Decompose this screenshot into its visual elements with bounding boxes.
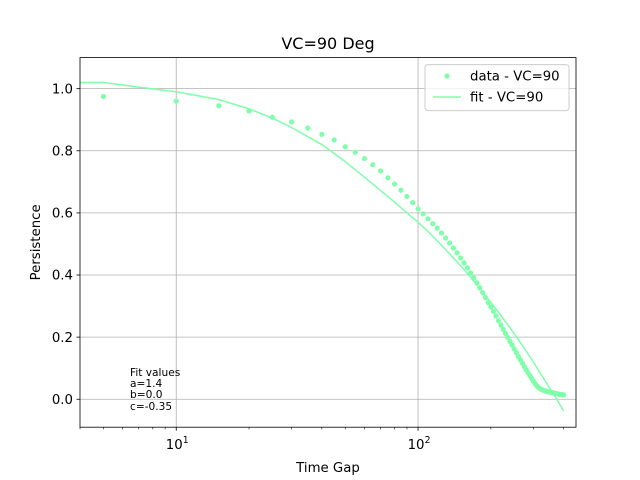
data-point-43 (498, 322, 504, 328)
data-point-9 (342, 144, 348, 150)
data-point-28 (454, 250, 460, 256)
plot-area-background (80, 57, 576, 428)
y-tick-label-2: 0.4 (52, 269, 73, 284)
data-point-17 (404, 193, 410, 200)
legend: data - VC=90 fit - VC=90 (424, 64, 570, 112)
y-axis-title: Persistence (29, 204, 44, 280)
data-point-45 (502, 330, 509, 337)
data-point-3 (246, 108, 252, 114)
fit-line (80, 81, 565, 412)
data-point-41 (493, 313, 499, 319)
data-point-33 (471, 275, 477, 281)
data-point-6 (305, 125, 311, 131)
data-point-39 (488, 304, 494, 310)
data-point-14 (385, 175, 391, 181)
annotation-line-2: a=1.4 (130, 378, 162, 390)
data-point-26 (446, 240, 453, 246)
data-point-23 (434, 225, 440, 231)
data-point-19 (415, 206, 421, 212)
data-point-22 (430, 221, 436, 227)
legend-box (424, 64, 570, 112)
data-point-79 (561, 392, 567, 398)
fit-series-layer (80, 81, 565, 412)
y-axis-ticks: 0.0 0.2 0.4 0.6 0.8 1.0 (52, 82, 80, 408)
data-point-2 (216, 103, 222, 109)
data-point-35 (477, 285, 483, 291)
data-point-18 (410, 200, 416, 206)
data-point-13 (377, 168, 384, 174)
data-point-44 (500, 326, 506, 332)
data-point-40 (490, 308, 497, 314)
x-axis-title: Time Gap (295, 461, 360, 476)
data-point-5 (289, 119, 295, 125)
data-point-25 (442, 235, 449, 241)
data-point-32 (468, 270, 474, 276)
x-axis-ticks: 10 1 10 2 (79, 427, 564, 453)
x-tick-label-0: 10 (166, 438, 183, 453)
legend-label-data: data - VC=90 (470, 70, 560, 85)
data-point-27 (450, 245, 456, 251)
y-tick-label-1: 0.2 (52, 331, 73, 346)
data-point-24 (438, 230, 445, 236)
data-point-38 (485, 300, 491, 306)
y-tick-label-4: 0.8 (52, 144, 73, 159)
y-tick-label-3: 0.6 (52, 207, 73, 222)
data-point-36 (480, 290, 486, 296)
plot-area-frame (79, 57, 577, 428)
data-point-1 (173, 98, 179, 104)
fit-values-annotation: Fit values a=1.4 b=0.0 c=-0.35 (130, 367, 180, 413)
legend-label-fit: fit - VC=90 (470, 91, 543, 106)
data-point-7 (319, 131, 325, 137)
annotation-line-1: Fit values (130, 367, 180, 379)
legend-marker-data (444, 73, 450, 79)
data-point-4 (269, 114, 276, 120)
data-point-29 (458, 255, 464, 261)
data-point-12 (370, 162, 376, 168)
data-point-10 (352, 149, 358, 155)
data-point-11 (361, 155, 367, 162)
data-point-15 (392, 181, 398, 187)
x-tick-label-1: 10 (408, 438, 425, 453)
y-tick-label-5: 1.0 (52, 82, 73, 97)
data-point-34 (474, 280, 480, 286)
x-tick-exponent-1: 2 (425, 435, 431, 446)
data-point-8 (331, 137, 337, 143)
annotation-line-4: c=-0.35 (130, 401, 172, 413)
data-point-30 (461, 260, 467, 266)
data-point-46 (505, 334, 511, 341)
data-point-37 (482, 295, 489, 301)
data-point-21 (425, 216, 431, 222)
data-series-layer (100, 93, 567, 398)
annotation-line-3: b=0.0 (130, 389, 163, 401)
x-tick-exponent-0: 1 (183, 435, 189, 446)
data-point-42 (495, 318, 502, 324)
data-point-20 (420, 211, 426, 217)
chart-title: VC=90 Deg (281, 34, 374, 53)
data-point-0 (100, 93, 107, 100)
y-tick-label-0: 0.0 (52, 393, 73, 408)
data-point-31 (464, 265, 471, 271)
data-point-16 (398, 187, 404, 193)
